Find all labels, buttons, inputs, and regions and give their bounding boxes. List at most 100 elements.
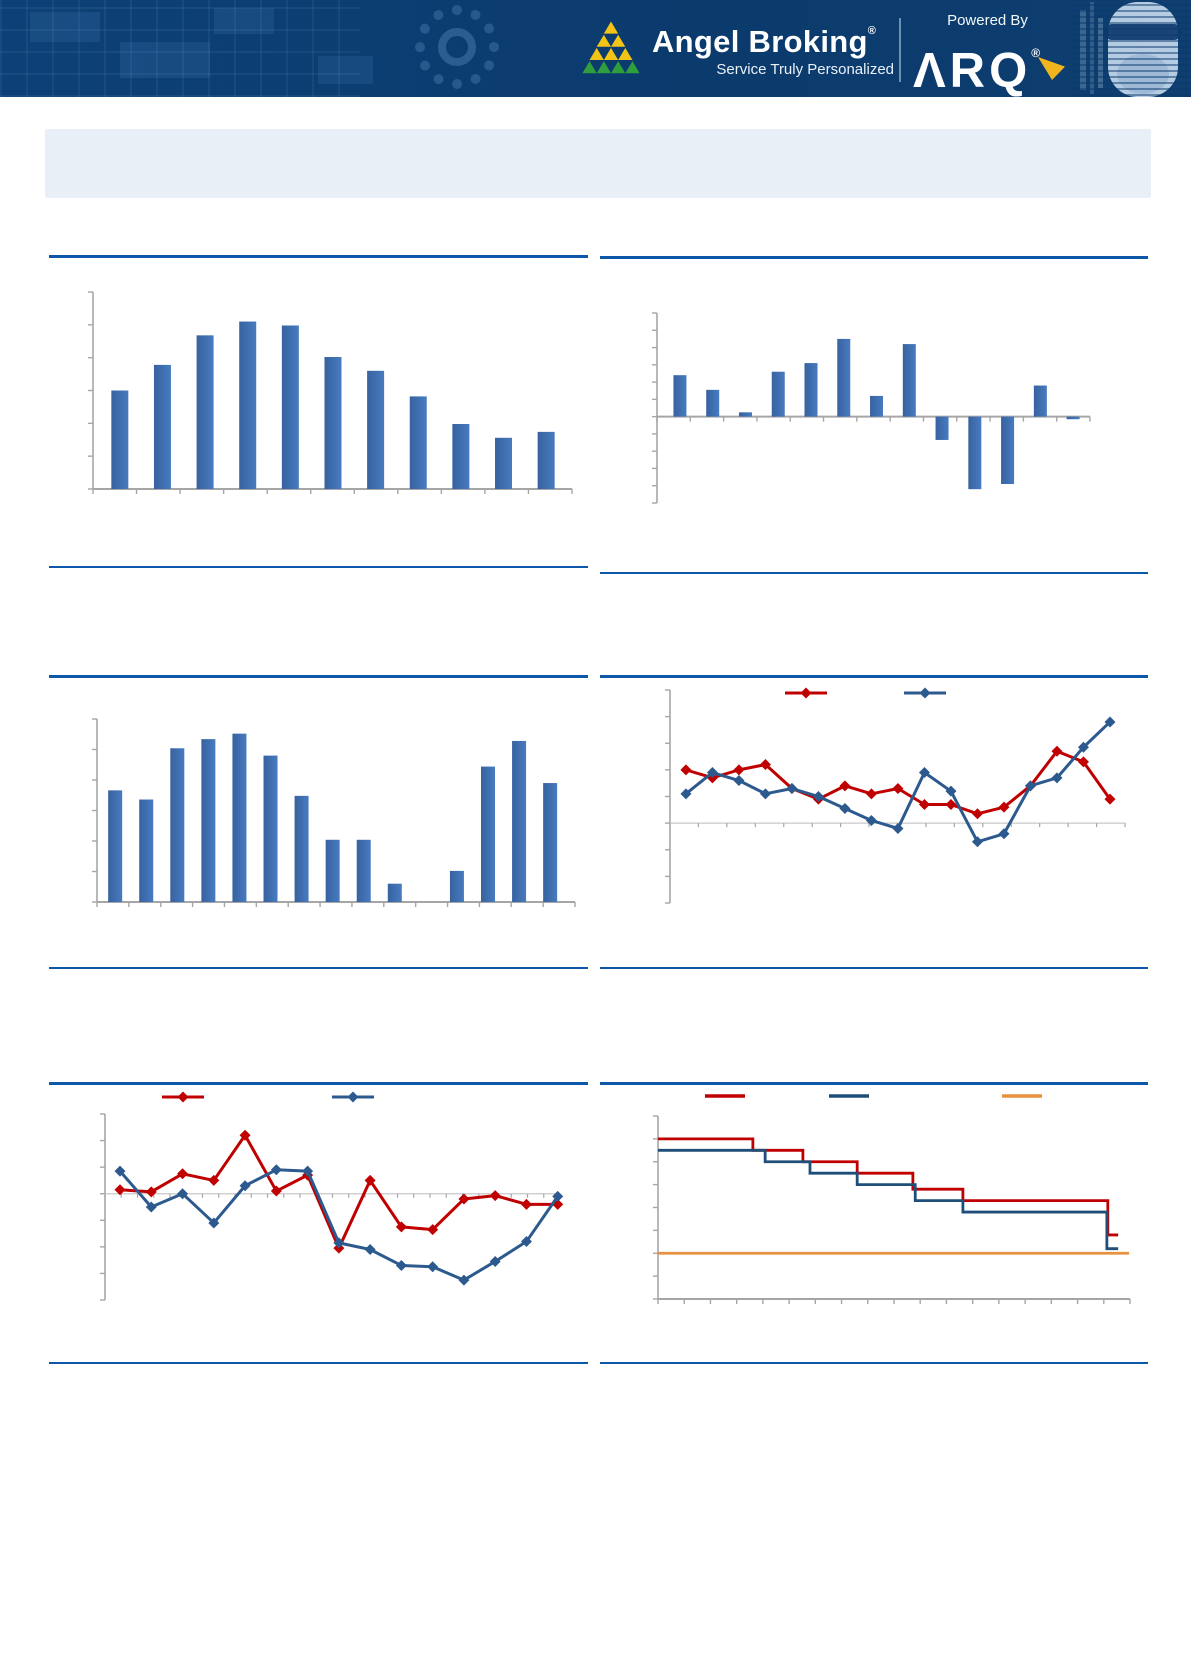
- diamond-marker: [733, 764, 745, 776]
- section-divider-top-left-3: [49, 1082, 588, 1085]
- diamond-marker: [706, 767, 718, 779]
- diamond-marker: [177, 1168, 189, 1180]
- bar: [537, 431, 555, 489]
- diamond-marker: [892, 822, 904, 834]
- bar: [543, 783, 558, 902]
- chart-2-bar: [652, 312, 1091, 504]
- bar: [232, 733, 247, 902]
- diamond-marker: [892, 783, 904, 795]
- diamond-marker: [552, 1190, 564, 1202]
- diamond-marker: [208, 1174, 220, 1186]
- gear-hub-icon: [438, 28, 476, 66]
- bar: [196, 335, 214, 489]
- banner-deco-block: [214, 8, 274, 34]
- diamond-marker: [945, 785, 957, 797]
- diamond-marker: [918, 798, 930, 810]
- diamond-marker: [865, 814, 877, 826]
- diamond-marker: [520, 1236, 532, 1248]
- bar: [367, 370, 385, 489]
- arq-text: ΛRQ: [913, 44, 1032, 98]
- diamond-marker: [971, 808, 983, 820]
- title-placeholder-box: [45, 129, 1151, 198]
- series-blue-step-line: [658, 1148, 1119, 1251]
- section-divider-top-right-2: [600, 675, 1148, 678]
- diamond-marker: [395, 1221, 407, 1233]
- section-divider-bottom-left-3: [49, 1362, 588, 1364]
- bar: [170, 748, 185, 902]
- bar: [935, 416, 949, 440]
- bar: [673, 375, 687, 417]
- diamond-marker: [759, 788, 771, 800]
- diamond-marker: [680, 764, 692, 776]
- section-divider-top-left-2: [49, 675, 588, 678]
- header-divider: [899, 18, 901, 82]
- diamond-marker: [1104, 716, 1116, 728]
- bar: [738, 412, 752, 417]
- bar: [356, 839, 371, 902]
- section-divider-bottom-left-2: [49, 967, 588, 969]
- diamond-marker: [208, 1217, 220, 1229]
- diamond-marker: [1077, 741, 1089, 753]
- section-divider-bottom-left-1: [49, 566, 588, 568]
- header-banner: Angel Broking® Service Truly Personalize…: [0, 0, 1191, 97]
- diamond-marker: [489, 1255, 501, 1267]
- bar: [706, 389, 720, 417]
- diamond-marker: [918, 767, 930, 779]
- gear-icon: [415, 5, 499, 89]
- brand-name-text: Angel Broking: [652, 24, 868, 59]
- diamond-marker: [364, 1174, 376, 1186]
- bar: [201, 739, 216, 902]
- bar: [495, 437, 513, 489]
- bar: [804, 363, 818, 417]
- diamond-marker: [395, 1259, 407, 1271]
- bar: [481, 766, 496, 902]
- diamond-marker: [865, 788, 877, 800]
- diamond-marker: [364, 1244, 376, 1256]
- diamond-marker: [458, 1274, 470, 1286]
- banner-tech-grid: [0, 0, 360, 97]
- bar: [1066, 416, 1080, 420]
- diamond-marker: [458, 1193, 470, 1205]
- bar: [870, 395, 884, 417]
- section-divider-bottom-right-3: [600, 1362, 1148, 1364]
- chart-6-step: [653, 1094, 1131, 1304]
- powered-by-label: Powered By: [947, 12, 1028, 29]
- bar: [902, 344, 916, 417]
- bar: [325, 839, 340, 902]
- banner-deco-block: [30, 12, 100, 42]
- section-divider-bottom-right-2: [600, 967, 1148, 969]
- diamond-marker: [800, 687, 812, 699]
- diamond-marker: [1051, 772, 1063, 784]
- bar: [111, 390, 129, 489]
- diamond-marker: [177, 1188, 189, 1200]
- brand-tagline: Service Truly Personalized: [716, 61, 894, 78]
- diamond-marker: [680, 788, 692, 800]
- bar: [239, 321, 257, 489]
- bar: [324, 357, 342, 489]
- bar: [1001, 416, 1015, 484]
- brand-name: Angel Broking®: [652, 24, 876, 60]
- diamond-marker: [114, 1184, 126, 1196]
- diamond-marker: [1104, 793, 1116, 805]
- section-divider-top-right-3: [600, 1082, 1148, 1085]
- bar: [837, 338, 851, 417]
- chart-1-bar: [88, 291, 573, 494]
- bar: [387, 883, 402, 902]
- banner-deco-block: [120, 42, 210, 78]
- diamond-marker: [998, 801, 1010, 813]
- bar: [449, 870, 464, 902]
- brand-reg-mark: ®: [867, 25, 877, 37]
- bar: [1033, 385, 1047, 417]
- diamond-marker: [270, 1164, 282, 1176]
- chart-3-bar: [92, 718, 576, 907]
- banner-deco-block: [318, 56, 373, 84]
- diamond-marker: [177, 1091, 189, 1103]
- chart-5-line: [100, 1091, 564, 1301]
- bar: [108, 790, 123, 902]
- bar: [452, 423, 470, 489]
- diamond-marker: [812, 791, 824, 802]
- diamond-marker: [239, 1180, 251, 1192]
- diamond-marker: [1077, 756, 1089, 768]
